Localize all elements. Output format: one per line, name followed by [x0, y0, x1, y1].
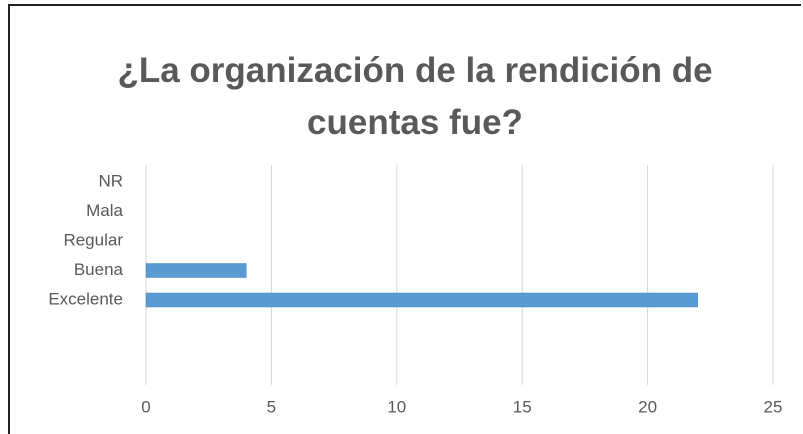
chart-frame [8, 4, 801, 434]
x-tick-label: 10 [387, 397, 406, 416]
chart-title: ¿La organización de la rendición de cuen… [117, 51, 713, 142]
x-tick-label: 5 [267, 397, 276, 416]
bar [145, 263, 247, 278]
y-tick-label: NR [98, 171, 123, 190]
y-tick-label: Regular [63, 230, 123, 249]
x-tick-label: 20 [638, 397, 657, 416]
x-tick-label: 0 [141, 397, 150, 416]
bar [145, 292, 699, 308]
x-tick-label: 25 [764, 397, 783, 416]
y-tick-label: Mala [86, 201, 123, 220]
y-tick-label: Buena [74, 260, 124, 279]
x-tick-label: 15 [513, 397, 532, 416]
y-tick-label: Excelente [48, 289, 123, 308]
